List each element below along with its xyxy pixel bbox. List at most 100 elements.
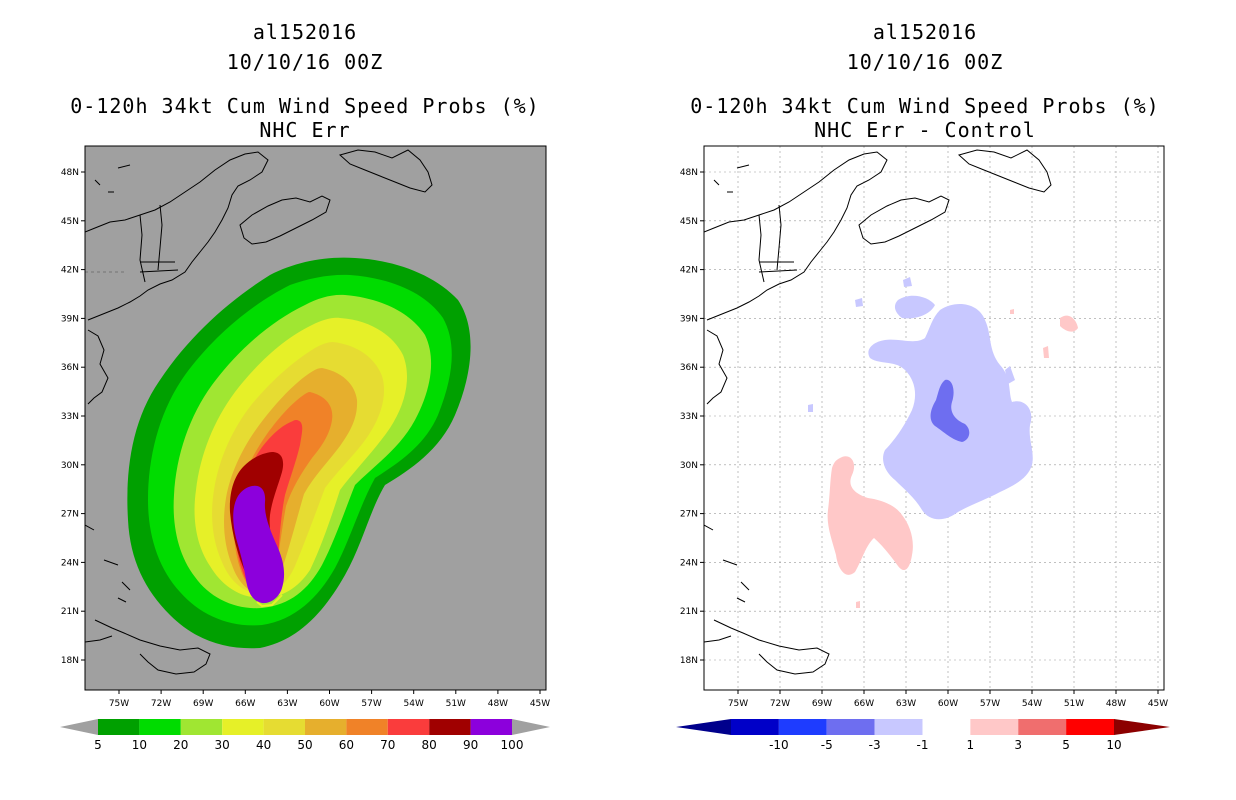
left-colorbar-swatch <box>346 719 388 735</box>
left-x-tick-label: 60W <box>319 699 339 709</box>
right-diff-contours <box>808 277 1078 608</box>
left-x-tick-label: 63W <box>277 699 297 709</box>
left-colorbar-swatch <box>98 719 140 735</box>
left-y-tick-label: 21N <box>61 607 79 617</box>
left-x-tick-label: 66W <box>235 699 255 709</box>
right-colorbar-label: -3 <box>869 738 881 752</box>
contour-10 <box>148 274 452 626</box>
right-grid <box>704 146 1164 690</box>
right-x-tick-label: 75W <box>728 699 748 709</box>
contour-80 <box>229 452 284 595</box>
left-x-tick-label: 51W <box>446 699 466 709</box>
left-y-tick-label: 42N <box>61 266 79 276</box>
right-x-tick-label: 60W <box>938 699 958 709</box>
left-colorbar: 5 10 20 30 40 50 60 70 80 90 100 <box>60 719 550 752</box>
diff-pos-1-region <box>827 456 913 575</box>
right-colorbar-label: 10 <box>1106 738 1121 752</box>
right-colorbar-end-high <box>1114 719 1170 735</box>
right-colorbar-swatch <box>970 719 1019 735</box>
left-y-tick-label: 39N <box>61 314 79 324</box>
right-colorbar-label: -5 <box>821 738 833 752</box>
right-colorbar-label: -10 <box>769 738 789 752</box>
diff-neg-3-dot4 <box>808 404 813 412</box>
right-x-tick-label: 66W <box>854 699 874 709</box>
diff-pos-1-dot2 <box>1010 309 1014 314</box>
left-x-tick-label: 75W <box>109 699 129 709</box>
diff-neg-3-small <box>894 295 935 319</box>
left-colorbar-label: 50 <box>297 738 312 752</box>
right-y-tick-label: 33N <box>680 412 698 422</box>
left-storm-id: al152016 <box>252 20 358 44</box>
right-x-tick-label: 45W <box>1148 699 1168 709</box>
left-colorbar-swatch <box>387 719 430 735</box>
right-coastlines <box>704 149 1052 675</box>
left-colorbar-label: 5 <box>94 738 102 752</box>
left-colorbar-label: 100 <box>501 738 524 752</box>
left-colorbar-swatch <box>139 719 181 735</box>
right-y-tick-label: 45N <box>680 217 698 227</box>
right-colorbar-swatch <box>1066 719 1114 735</box>
right-colorbar-swatch <box>731 719 779 735</box>
right-colorbar-swatch <box>1018 719 1067 735</box>
contour-20 <box>173 294 432 609</box>
left-main-title: 0-120h 34kt Cum Wind Speed Probs (%) <box>70 94 540 118</box>
left-y-tick-label: 36N <box>61 363 79 373</box>
left-colorbar-swatch <box>263 719 305 735</box>
right-colorbar-swatch <box>778 719 827 735</box>
left-y-tick-label: 30N <box>61 461 79 471</box>
contour-60 <box>233 392 333 594</box>
left-x-ticks: 75W 72W 69W 66W 63W 60W 57W 54W 51W 48W 45W <box>109 690 550 709</box>
contour-90 <box>233 485 285 604</box>
right-map-panel: 75W 72W 69W 66W 63W 60W 57W 54W 51W 48W 45W 48N 45N… <box>680 145 1168 709</box>
right-x-tick-label: 72W <box>770 699 790 709</box>
right-y-tick-label: 36N <box>680 363 698 373</box>
contour-40 <box>212 342 385 594</box>
left-x-tick-label: 57W <box>361 699 381 709</box>
left-colorbar-label: 70 <box>380 738 395 752</box>
contour-70 <box>235 420 303 596</box>
left-x-tick-label: 45W <box>530 699 550 709</box>
right-colorbar-swatch <box>922 719 971 735</box>
right-colorbar-end-low <box>676 719 731 735</box>
left-colorbar-swatch <box>180 719 223 735</box>
left-y-tick-label: 48N <box>61 168 79 178</box>
right-y-tick-label: 27N <box>680 510 698 520</box>
right-colorbar-label: 3 <box>1014 738 1022 752</box>
right-x-tick-label: 57W <box>980 699 1000 709</box>
right-map-frame <box>703 145 1165 691</box>
left-y-tick-label: 18N <box>61 656 79 666</box>
right-colorbar-label: -1 <box>917 738 929 752</box>
left-subtitle: NHC Err <box>259 118 351 142</box>
left-prob-contours <box>127 257 471 649</box>
left-colorbar-label: 10 <box>132 738 147 752</box>
left-chart-title: al152016 10/10/16 00Z 0-120h 34kt Cum Wi… <box>55 17 555 145</box>
left-map-panel: 75W 72W 69W 66W 63W 60W 57W 54W 51W 48W 45W 48N 45N… <box>61 145 550 709</box>
left-colorbar-swatch <box>222 719 264 735</box>
contour-edge <box>256 594 283 608</box>
contour-30 <box>194 317 407 598</box>
left-colorbar-label: 30 <box>215 738 230 752</box>
right-x-tick-label: 54W <box>1022 699 1042 709</box>
left-colorbar-label: 60 <box>339 738 354 752</box>
diff-pos-1-dot3 <box>856 601 860 608</box>
right-colorbar-label: 1 <box>967 738 975 752</box>
left-y-tick-label: 33N <box>61 412 79 422</box>
left-colorbar-end-low <box>60 719 98 735</box>
right-y-tick-label: 18N <box>680 656 698 666</box>
diff-neg-5-region <box>930 379 970 442</box>
left-x-tick-label: 72W <box>151 699 171 709</box>
contour-5 <box>127 257 471 649</box>
right-x-tick-label: 48W <box>1106 699 1126 709</box>
right-subtitle: NHC Err - Control <box>814 118 1036 142</box>
right-map-background <box>704 146 1164 690</box>
right-colorbar-swatch <box>874 719 923 735</box>
left-map-frame <box>84 145 547 691</box>
right-y-tick-label: 30N <box>680 461 698 471</box>
contour-50 <box>224 368 358 594</box>
diff-pos-1-dot1 <box>1043 346 1049 358</box>
right-storm-id: al152016 <box>872 20 978 44</box>
right-y-tick-label: 42N <box>680 266 698 276</box>
left-colorbar-label: 20 <box>173 738 188 752</box>
left-colorbar-label: 40 <box>256 738 271 752</box>
left-colorbar-end-high <box>512 719 550 735</box>
